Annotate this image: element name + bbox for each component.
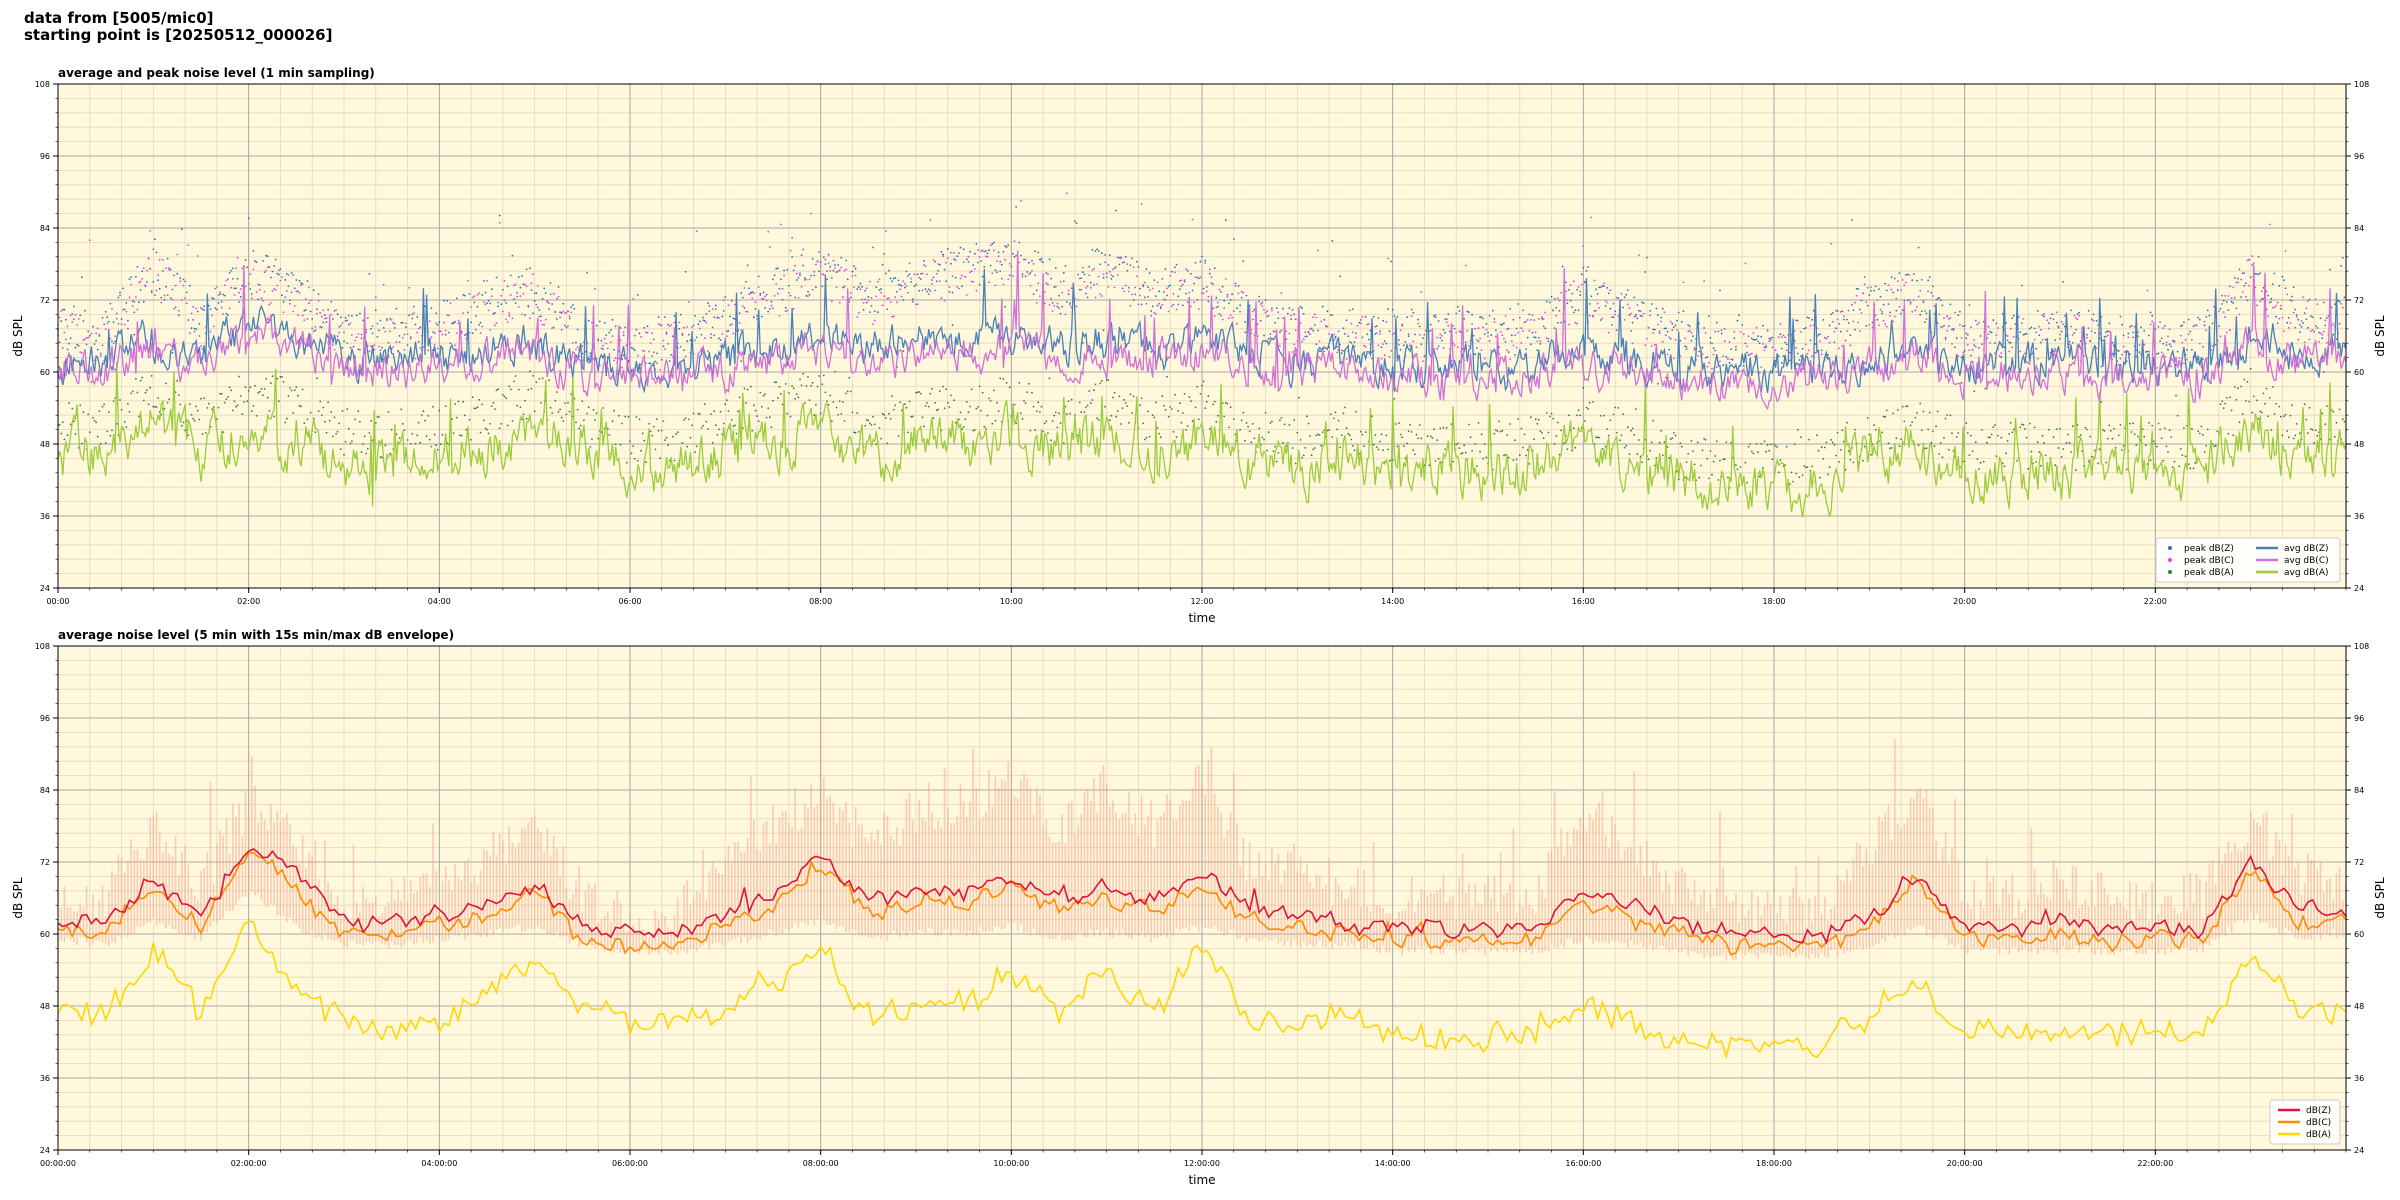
y-axis-label-right: dB SPL [2373, 315, 2387, 357]
y-tick-label: 60 [40, 930, 50, 939]
legend-label: avg dB(C) [2284, 556, 2329, 566]
y-tick-label: 108 [35, 642, 50, 651]
legend-label: dB(A) [2306, 1130, 2331, 1140]
x-tick-label: 20:00 [1953, 597, 1976, 606]
y-tick-label-right: 72 [2354, 296, 2364, 305]
x-tick-label: 22:00:00 [2137, 1159, 2173, 1168]
y-tick-label: 96 [40, 152, 50, 161]
data-layer [57, 715, 2347, 1060]
x-tick-label: 10:00 [1000, 597, 1023, 606]
legend-label: avg dB(A) [2284, 568, 2328, 578]
y-tick-label-right: 96 [2354, 152, 2364, 161]
y-tick-label: 36 [40, 512, 50, 521]
y-tick-label: 24 [40, 584, 50, 593]
x-tick-label: 22:00 [2144, 597, 2167, 606]
legend-label: avg dB(Z) [2284, 544, 2329, 554]
y-tick-label: 72 [40, 296, 50, 305]
y-ticks: 24 24 36 36 48 48 60 60 72 72 84 84 96 96 108 108 [35, 642, 2370, 1155]
legend-marker [2168, 570, 2172, 574]
legend-marker [2168, 546, 2172, 550]
x-tick-label: 04:00:00 [421, 1159, 457, 1168]
y-tick-label: 96 [40, 714, 50, 723]
x-tick-label: 02:00:00 [231, 1159, 267, 1168]
x-tick-label: 08:00:00 [803, 1159, 839, 1168]
bottom-chart: average noise level (5 min with 15s min/… [11, 628, 2387, 1187]
y-tick-label-right: 48 [2354, 440, 2364, 449]
data-source-label: data from [5005/mic0] [24, 9, 214, 27]
legend-marker [2168, 558, 2172, 562]
legend-label: peak dB(C) [2184, 556, 2234, 566]
chart-title: average and peak noise level (1 min samp… [58, 66, 375, 80]
x-tick-label: 10:00:00 [993, 1159, 1029, 1168]
x-tick-label: 18:00 [1762, 597, 1785, 606]
y-tick-label-right: 96 [2354, 714, 2364, 723]
y-tick-label: 72 [40, 858, 50, 867]
starting-point-label: starting point is [20250512_000026] [24, 26, 333, 44]
x-tick-label: 06:00 [618, 597, 641, 606]
y-tick-label: 24 [40, 1146, 50, 1155]
y-tick-label-right: 48 [2354, 1002, 2364, 1011]
y-tick-label: 60 [40, 368, 50, 377]
page-header: data from [5005/mic0] starting point is … [24, 10, 332, 44]
x-tick-label: 12:00:00 [1184, 1159, 1220, 1168]
chart-title: average noise level (5 min with 15s min/… [58, 628, 454, 642]
x-tick-label: 12:00 [1190, 597, 1213, 606]
y-tick-label-right: 36 [2354, 1074, 2364, 1083]
series-avg-z-line [57, 268, 2347, 394]
x-tick-label: 14:00:00 [1375, 1159, 1411, 1168]
y-axis-label: dB SPL [11, 877, 25, 919]
y-ticks: 24 24 36 36 48 48 60 60 72 72 84 84 96 96 108 108 [35, 80, 2370, 593]
y-tick-label: 48 [40, 440, 50, 449]
x-tick-label: 14:00 [1381, 597, 1404, 606]
top-chart: average and peak noise level (1 min samp… [11, 66, 2387, 625]
legend: dB(Z) dB(C) dB(A) [2269, 1099, 2341, 1145]
x-tick-label: 16:00:00 [1565, 1159, 1601, 1168]
y-tick-label-right: 84 [2354, 786, 2364, 795]
y-axis-label: dB SPL [11, 315, 25, 357]
y-tick-label-right: 24 [2354, 1146, 2364, 1155]
y-tick-label-right: 108 [2354, 642, 2369, 651]
legend-label: dB(Z) [2306, 1106, 2331, 1116]
series-c-line [57, 851, 2347, 956]
x-axis-label: time [1188, 1173, 1215, 1187]
x-tick-label: 16:00 [1572, 597, 1595, 606]
x-tick-label: 02:00 [237, 597, 260, 606]
y-tick-label-right: 72 [2354, 858, 2364, 867]
x-tick-label: 06:00:00 [612, 1159, 648, 1168]
x-tick-label: 08:00 [809, 597, 832, 606]
legend-label: peak dB(A) [2184, 568, 2234, 578]
data-layer [57, 192, 2347, 518]
x-tick-label: 18:00:00 [1756, 1159, 1792, 1168]
y-tick-label: 108 [35, 80, 50, 89]
y-tick-label-right: 36 [2354, 512, 2364, 521]
x-ticks: 00:00 02:00 04:00 06:00 08:00 10:00 12:00 14:00… [46, 588, 2347, 606]
x-ticks: 00:00:00 02:00:00 04:00:00 06:00:00 08:00:00… [40, 1150, 2347, 1168]
y-tick-label-right: 60 [2354, 930, 2364, 939]
series-avg-c-line [57, 250, 2347, 411]
y-tick-label-right: 24 [2354, 584, 2364, 593]
x-tick-label: 20:00:00 [1947, 1159, 1983, 1168]
legend-label: peak dB(Z) [2184, 544, 2234, 554]
series-a-line [57, 920, 2347, 1060]
series-peak-c-points [57, 192, 2346, 375]
series-avg-a-line [57, 361, 2347, 518]
x-axis-label: time [1188, 611, 1215, 625]
y-tick-label-right: 84 [2354, 224, 2364, 233]
series-z-line [57, 847, 2347, 945]
x-tick-label: 04:00 [428, 597, 451, 606]
y-tick-label: 84 [40, 224, 50, 233]
x-tick-label: 00:00 [46, 597, 69, 606]
legend-label: dB(C) [2306, 1118, 2331, 1128]
y-tick-label: 48 [40, 1002, 50, 1011]
y-tick-label: 84 [40, 786, 50, 795]
y-tick-label-right: 108 [2354, 80, 2369, 89]
y-tick-label: 36 [40, 1074, 50, 1083]
y-tick-label-right: 60 [2354, 368, 2364, 377]
x-tick-label: 00:00:00 [40, 1159, 76, 1168]
y-axis-label-right: dB SPL [2373, 877, 2387, 919]
legend: peak dB(Z) peak dB(C) peak dB(A) avg dB(Z) a… [2155, 537, 2341, 583]
legend-box [2155, 537, 2341, 583]
